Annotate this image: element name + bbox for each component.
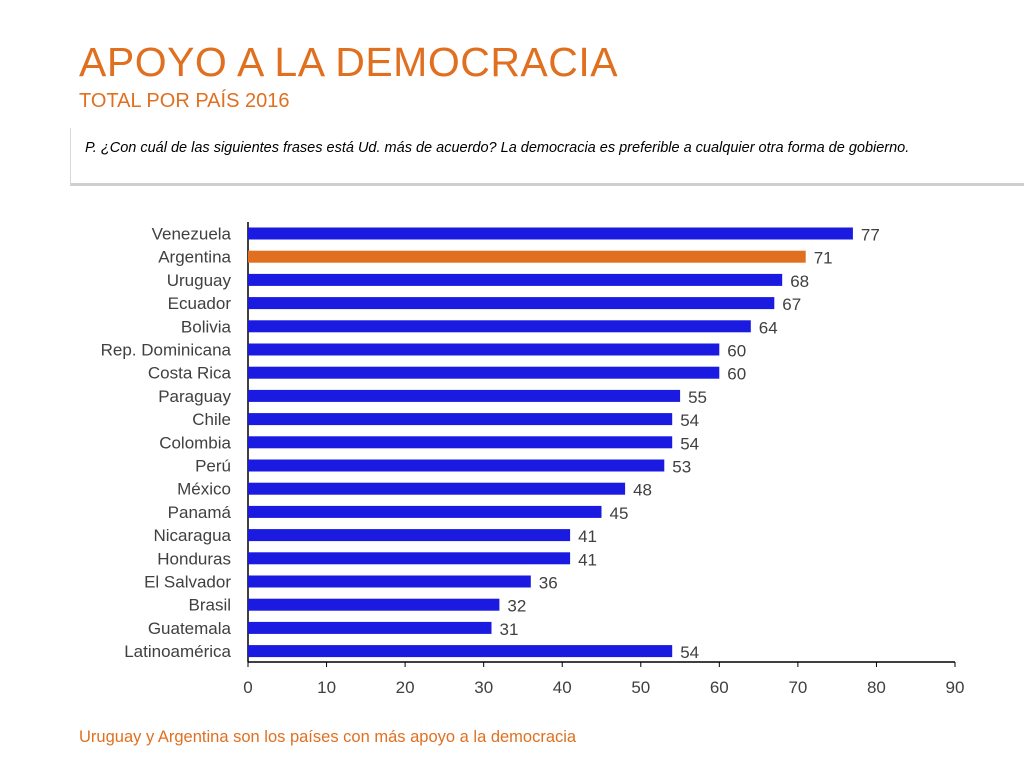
bar — [248, 505, 602, 518]
data-label: 31 — [500, 620, 519, 639]
data-label: 54 — [680, 434, 699, 453]
x-tick-label: 50 — [631, 678, 650, 697]
category-label: El Salvador — [144, 573, 231, 592]
bar — [248, 621, 492, 634]
category-label: Ecuador — [168, 294, 232, 313]
bar — [248, 250, 806, 263]
bar — [248, 413, 673, 426]
bar — [248, 366, 720, 379]
x-tick-label: 70 — [788, 678, 807, 697]
x-tick-label: 90 — [946, 678, 965, 697]
bar — [248, 227, 853, 240]
question-box: P. ¿Con cuál de las siguientes frases es… — [70, 128, 1024, 186]
page-subtitle: TOTAL POR PAÍS 2016 — [79, 90, 290, 112]
data-label: 55 — [688, 388, 707, 407]
question-text: P. ¿Con cuál de las siguientes frases es… — [85, 140, 910, 156]
bar — [248, 482, 626, 495]
data-label: 41 — [578, 527, 597, 546]
data-label: 60 — [727, 365, 746, 384]
bar — [248, 320, 751, 333]
bar — [248, 297, 775, 310]
category-label: Paraguay — [158, 387, 231, 406]
bar — [248, 459, 665, 472]
bar — [248, 529, 571, 542]
data-label: 54 — [680, 643, 699, 662]
data-label: 32 — [507, 597, 526, 616]
x-tick-label: 0 — [243, 678, 252, 697]
data-label: 60 — [727, 342, 746, 361]
category-label: Uruguay — [167, 271, 232, 290]
data-label: 68 — [790, 272, 809, 291]
data-label: 45 — [610, 504, 629, 523]
category-label: Costa Rica — [148, 364, 232, 383]
x-tick-label: 60 — [710, 678, 729, 697]
footer-note: Uruguay y Argentina son los países con m… — [79, 728, 577, 746]
data-label: 53 — [672, 458, 691, 477]
data-label: 54 — [680, 411, 699, 430]
data-label: 36 — [539, 574, 558, 593]
x-tick-label: 10 — [317, 678, 336, 697]
data-label: 71 — [814, 249, 833, 268]
bar — [248, 389, 681, 402]
category-label: Bolivia — [181, 317, 232, 336]
category-label: Venezuela — [152, 225, 232, 244]
category-label: Brasil — [188, 596, 231, 615]
data-label: 67 — [782, 295, 801, 314]
bar — [248, 436, 673, 449]
category-label: Latinoamérica — [124, 642, 231, 661]
data-label: 64 — [759, 318, 778, 337]
bar — [248, 343, 720, 356]
category-label: Chile — [192, 410, 231, 429]
bar — [248, 552, 571, 565]
category-label: Honduras — [157, 549, 231, 568]
data-label: 77 — [861, 226, 880, 245]
x-tick-label: 30 — [474, 678, 493, 697]
page-title: APOYO A LA DEMOCRACIA — [79, 39, 619, 85]
data-label: 48 — [633, 481, 652, 500]
x-tick-label: 20 — [396, 678, 415, 697]
x-tick-label: 80 — [867, 678, 886, 697]
bar — [248, 273, 783, 286]
category-label: Guatemala — [148, 619, 232, 638]
data-label: 41 — [578, 550, 597, 569]
category-label: México — [177, 480, 231, 499]
bar — [248, 598, 500, 611]
category-label: Nicaragua — [154, 526, 232, 545]
x-tick-label: 40 — [553, 678, 572, 697]
category-label: Rep. Dominicana — [101, 341, 232, 360]
bar — [248, 575, 531, 588]
category-label: Perú — [195, 457, 231, 476]
category-label: Panamá — [168, 503, 232, 522]
bar — [248, 645, 673, 658]
category-label: Colombia — [159, 433, 231, 452]
category-label: Argentina — [158, 248, 231, 267]
